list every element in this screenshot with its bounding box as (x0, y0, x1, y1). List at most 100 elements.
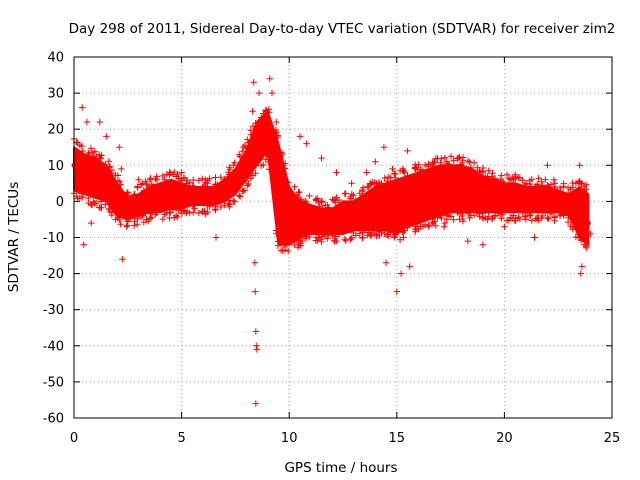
data-point-edge (240, 187, 247, 194)
data-point-edge (137, 181, 145, 188)
data-point-outlier (363, 169, 370, 176)
data-point-edge (545, 183, 552, 190)
data-point-edge (166, 209, 173, 216)
data-point-edge (153, 209, 160, 216)
data-point-outlier (118, 165, 125, 173)
data-point-edge (392, 170, 399, 178)
data-point-edge (163, 171, 170, 178)
data-point-edge (230, 161, 237, 169)
data-point-edge (491, 212, 499, 219)
data-point-edge (457, 161, 465, 168)
data-point-outlier (212, 234, 220, 241)
data-point-edge (470, 159, 478, 166)
data-point-outlier (440, 223, 448, 230)
data-point-edge (314, 195, 321, 202)
data-point-edge (498, 172, 505, 179)
data-point-edge (577, 237, 585, 244)
data-point-outlier (333, 169, 340, 176)
data-point-edge (535, 175, 542, 182)
data-point-edge (301, 233, 309, 240)
data-point-outlier (393, 288, 400, 295)
data-point-edge (79, 147, 86, 155)
y-tick-label: 40 (47, 51, 64, 66)
data-point-edge (474, 209, 481, 216)
data-point-edge (341, 190, 348, 197)
data-point-outlier (250, 79, 257, 86)
data-point-edge (528, 217, 535, 224)
data-point-edge (279, 247, 286, 254)
data-point-edge (316, 203, 323, 210)
data-point-edge (124, 189, 131, 196)
data-point-edge (352, 196, 360, 203)
data-point-edge (315, 234, 322, 241)
data-point-edge (526, 180, 534, 188)
data-point-outlier (252, 400, 259, 407)
data-point-outlier (522, 216, 530, 223)
data-point-outlier (88, 219, 95, 227)
data-point-edge (384, 177, 391, 185)
data-point-edge (159, 216, 166, 223)
data-point-edge (331, 238, 339, 245)
data-point-edge (544, 214, 551, 222)
data-point-edge (147, 210, 154, 217)
data-point-outlier (273, 118, 280, 126)
x-tick-label: 0 (70, 431, 78, 446)
data-point-edge (221, 202, 228, 209)
data-point-outlier (406, 263, 413, 270)
data-point-edge (134, 221, 141, 228)
data-point-edge (336, 231, 343, 238)
data-point-edge (236, 193, 244, 200)
data-point-edge (485, 167, 492, 174)
data-point-edge (519, 177, 526, 184)
data-point-edge (341, 236, 348, 243)
data-point-edge (431, 159, 438, 166)
data-point-edge (557, 187, 564, 195)
data-point-edge (97, 198, 105, 205)
data-point-edge (437, 159, 444, 166)
data-point-edge (108, 211, 115, 219)
data-center-trace (71, 130, 591, 226)
data-point-outlier (389, 165, 396, 173)
data-point-edge (567, 186, 574, 193)
data-point-edge (114, 172, 122, 179)
data-point-edge (542, 209, 549, 216)
data-point-edge (499, 211, 507, 218)
data-point-edge (140, 187, 147, 194)
data-point-edge (503, 171, 511, 178)
data-point-edge (367, 181, 375, 188)
data-point-edge (180, 175, 188, 182)
data-point-edge (499, 178, 507, 185)
data-point-edge (146, 215, 154, 222)
x-tick-label: 20 (496, 431, 513, 446)
data-point-edge (169, 206, 177, 213)
data-point-edge (432, 155, 439, 162)
data-point-edge (78, 190, 85, 197)
data-point-edge (419, 223, 427, 230)
data-point-edge (96, 204, 103, 211)
data-point-edge (569, 226, 576, 233)
data-point-edge (163, 209, 170, 217)
data-point-edge (282, 243, 289, 251)
data-point-edge (204, 202, 211, 209)
data-point-edge (79, 193, 86, 201)
data-point-edge (447, 213, 455, 220)
data-point-edge (385, 233, 392, 240)
data-point-edge (438, 155, 445, 162)
data-point-edge (190, 183, 197, 190)
data-point-edge (425, 222, 432, 229)
data-point-edge (195, 177, 202, 184)
data-point-edge (96, 151, 103, 158)
data-point-edge (230, 197, 237, 204)
data-point-edge (258, 114, 265, 121)
data-point-outlier (419, 169, 426, 176)
data-point-edge (202, 210, 209, 217)
data-point-edge (455, 155, 462, 162)
data-point-outlier (583, 241, 590, 248)
data-point-edge (265, 166, 273, 173)
data-point-edge (183, 180, 190, 187)
data-point-edge (306, 233, 313, 241)
data-point-outlier (255, 89, 263, 97)
data-point-edge (538, 178, 545, 185)
data-point-edge (411, 223, 419, 230)
data-point-edge (342, 237, 349, 244)
